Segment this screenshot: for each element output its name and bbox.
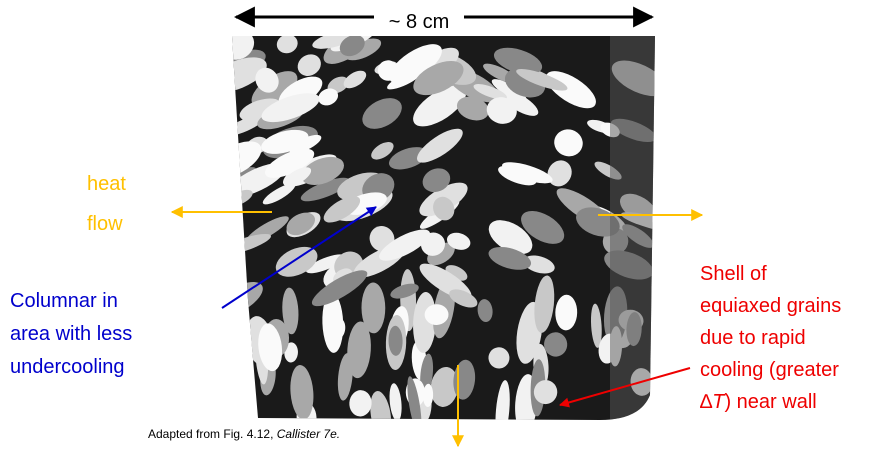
columnar-label: area with less: [10, 323, 132, 345]
ingot-photo: [203, 20, 681, 442]
columnar-label: undercooling: [10, 356, 125, 378]
shell-label: equiaxed grains: [700, 295, 841, 317]
columnar-label: Columnar in: [10, 290, 118, 312]
delta: ∆: [700, 391, 713, 413]
shadow: [610, 36, 660, 426]
heat-flow-label: flow: [87, 213, 123, 235]
heat-flow-label: heat: [87, 173, 126, 195]
text: ) near wall: [724, 391, 816, 413]
grain: [224, 333, 249, 391]
shell-label: due to rapid: [700, 327, 806, 349]
shell-label: ∆T) near wall: [700, 391, 817, 413]
shell-label: Shell of: [700, 263, 767, 285]
grain: [233, 354, 255, 405]
figure: ~ 8 cm heat flow Columnar in area with l…: [0, 0, 890, 450]
grain: [230, 332, 254, 356]
grain: [235, 340, 252, 394]
dimension-label: ~ 8 cm: [389, 11, 450, 33]
caption-source: Callister 7e.: [277, 427, 340, 441]
shell-label: cooling (greater: [700, 359, 839, 381]
caption: Adapted from Fig. 4.12, Callister 7e.: [148, 427, 340, 441]
caption-text: Adapted from Fig. 4.12,: [148, 427, 277, 441]
